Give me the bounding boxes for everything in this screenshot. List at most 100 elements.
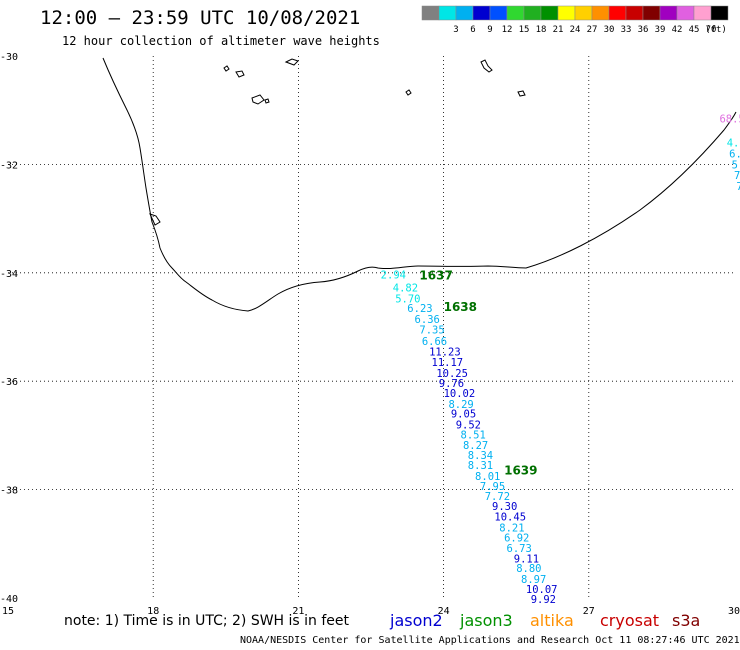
satellite-name: s3a [672, 611, 700, 630]
wave-height-value: 68.50 [719, 113, 740, 125]
y-tick-label: -38 [0, 486, 18, 497]
wave-height-value: 8.27 [463, 440, 488, 452]
wave-height-value: 11.17 [432, 357, 464, 369]
legend-label: 9 [487, 25, 492, 35]
legend-swatch [540, 5, 559, 21]
legend-label: 21 [553, 25, 564, 35]
wave-height-value: 11.23 [429, 346, 461, 358]
legend-label: 24 [570, 25, 581, 35]
chart-subtitle: 12 hour collection of altimeter wave hei… [62, 34, 380, 48]
legend-label: 42 [672, 25, 683, 35]
credit-line: NOAA/NESDIS Center for Satellite Applica… [240, 635, 740, 646]
legend-label: 27 [587, 25, 598, 35]
wave-height-value: 8.21 [499, 523, 524, 535]
legend-label: 30 [604, 25, 615, 35]
y-tick-label: -40 [0, 594, 18, 605]
pass-number-label: 1638 [444, 300, 477, 314]
wave-height-value: 8.34 [468, 450, 493, 462]
wave-height-value: 7.95 [480, 481, 505, 493]
x-tick-label: 30 [728, 606, 740, 617]
chart-title: 12:00 – 23:59 UTC 10/08/2021 [40, 7, 360, 29]
legend-swatch [557, 5, 576, 21]
legend-swatch [421, 5, 440, 21]
legend-swatch [659, 5, 678, 21]
legend-label: 70 [706, 25, 717, 35]
legend-label: 15 [519, 25, 530, 35]
x-tick-label: 24 [438, 606, 450, 617]
y-tick-label: -32 [0, 160, 18, 171]
legend-swatch [693, 5, 712, 21]
wave-height-value: 6.36 [415, 314, 440, 326]
wave-height-value: 9.76 [439, 378, 464, 390]
wave-height-value: 10.25 [436, 368, 468, 380]
map-grid: 15 18 21 24 27 30 -30 -32 -34 -36 -38 -40 [0, 52, 740, 617]
legend-swatch [608, 5, 627, 21]
pass-labels: 1637 1638 1639 [419, 269, 537, 478]
wave-observations: 2.944.825.706.236.367.356.6611.2311.1710… [381, 113, 740, 606]
legend-swatch [591, 5, 610, 21]
wave-height-value: 8.51 [461, 429, 486, 441]
x-tick-label: 27 [583, 606, 595, 617]
wave-height-value: 6.73 [507, 543, 532, 555]
wave-height-value: 6.92 [504, 532, 529, 544]
legend-swatch [676, 5, 695, 21]
satellite-legend: jason2 jason3 altika cryosat s3a [389, 611, 700, 630]
legend-swatch [438, 5, 457, 21]
x-tick-label: 18 [147, 606, 159, 617]
legend-swatch [574, 5, 593, 21]
wave-height-value: 9.30 [492, 501, 517, 513]
pass-number-label: 1637 [419, 269, 452, 283]
wave-height-value: 5 [732, 159, 738, 171]
wave-height-value: 6.8 [729, 149, 740, 161]
wave-height-value: 7.35 [419, 325, 444, 337]
y-tick-label: -34 [0, 269, 18, 280]
legend-swatch [625, 5, 644, 21]
coastline [102, 57, 737, 312]
y-tick-label: -30 [0, 52, 18, 63]
wave-height-value: 10.02 [444, 388, 476, 400]
legend-swatch [710, 5, 729, 21]
wave-height-value: 10.07 [526, 584, 558, 596]
color-legend: 3 6 9 12 15 18 21 24 27 30 33 36 39 42 45 70(ft) [421, 5, 729, 35]
wave-height-value: 8.31 [468, 460, 493, 472]
satellite-name: jason3 [459, 611, 513, 630]
wave-height-value: 10.45 [494, 512, 526, 524]
wave-height-value: 7 [734, 170, 740, 182]
wave-height-value: 9.52 [456, 420, 481, 432]
coast-islands [149, 58, 526, 226]
satellite-name: altika [530, 611, 574, 630]
footnote: note: 1) Time is in UTC; 2) SWH is in fe… [64, 613, 350, 629]
wave-height-value: 6.66 [422, 336, 447, 348]
legend-label: 12 [502, 25, 513, 35]
wave-height-value: 7.72 [485, 491, 510, 503]
legend-label: 36 [638, 25, 649, 35]
x-tick-label: 21 [292, 606, 304, 617]
legend-label: 18 [536, 25, 547, 35]
y-tick-label: -36 [0, 377, 18, 388]
legend-unit: (ft) [705, 25, 727, 35]
wave-height-value: 9.11 [514, 553, 539, 565]
legend-swatch [506, 5, 525, 21]
wave-height-value: 4.5 [727, 138, 740, 150]
wave-height-value: 8.97 [521, 574, 546, 586]
legend-label: 3 [453, 25, 458, 35]
wave-height-value: 4.82 [393, 282, 418, 294]
wave-height-value: 9.92 [531, 594, 556, 606]
legend-swatch [642, 5, 661, 21]
satellite-name: cryosat [600, 611, 659, 630]
wave-height-value: 2.94 [381, 269, 406, 281]
legend-label: 39 [655, 25, 666, 35]
legend-swatch [455, 5, 474, 21]
wave-height-value: 5.70 [395, 293, 420, 305]
pass-number-label: 1639 [504, 464, 537, 478]
wave-height-value: 9.05 [451, 409, 476, 421]
legend-label: 45 [689, 25, 700, 35]
legend-swatch [472, 5, 491, 21]
satellite-name: jason2 [389, 611, 443, 630]
wave-height-value: 8.80 [516, 563, 541, 575]
wave-height-value: 8.01 [475, 471, 500, 483]
wave-height-value: 7 [736, 181, 740, 193]
wave-height-value: 6.23 [407, 303, 432, 315]
legend-label: 33 [621, 25, 632, 35]
